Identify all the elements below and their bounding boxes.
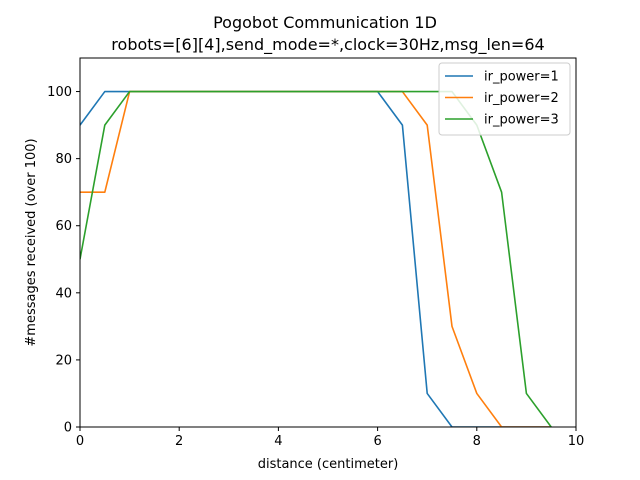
plot-area-frame (79, 57, 577, 428)
y-axis-ticks: 0 20 40 60 80 100 (47, 85, 80, 436)
x-tick-label: 2 (175, 434, 183, 449)
x-tick-label: 4 (274, 434, 282, 449)
chart-subtitle: robots=[6][4],send_mode=*,clock=30Hz,msg… (111, 35, 544, 55)
y-tick-label: 20 (55, 353, 72, 368)
x-tick-label: 0 (76, 434, 84, 449)
y-tick-label: 100 (47, 85, 72, 100)
x-axis-label: distance (centimeter) (258, 457, 399, 472)
x-tick-label: 10 (568, 434, 585, 449)
y-tick-label: 60 (55, 219, 72, 234)
y-tick-label: 0 (64, 421, 72, 436)
legend-label: ir_power=2 (484, 91, 559, 106)
x-tick-label: 8 (473, 434, 481, 449)
x-axis-ticks: 0 2 4 6 8 10 (76, 427, 584, 449)
y-tick-label: 40 (55, 286, 72, 301)
legend-box (438, 62, 571, 136)
legend-label: ir_power=1 (484, 70, 559, 85)
x-tick-label: 6 (373, 434, 381, 449)
y-tick-label: 80 (55, 152, 72, 167)
legend-label: ir_power=3 (484, 113, 559, 128)
legend: ir_power=1 ir_power=2 ir_power=3 (438, 62, 571, 136)
chart-title: Pogobot Communication 1D (213, 13, 437, 32)
y-axis-label: #messages received (over 100) (24, 138, 39, 346)
